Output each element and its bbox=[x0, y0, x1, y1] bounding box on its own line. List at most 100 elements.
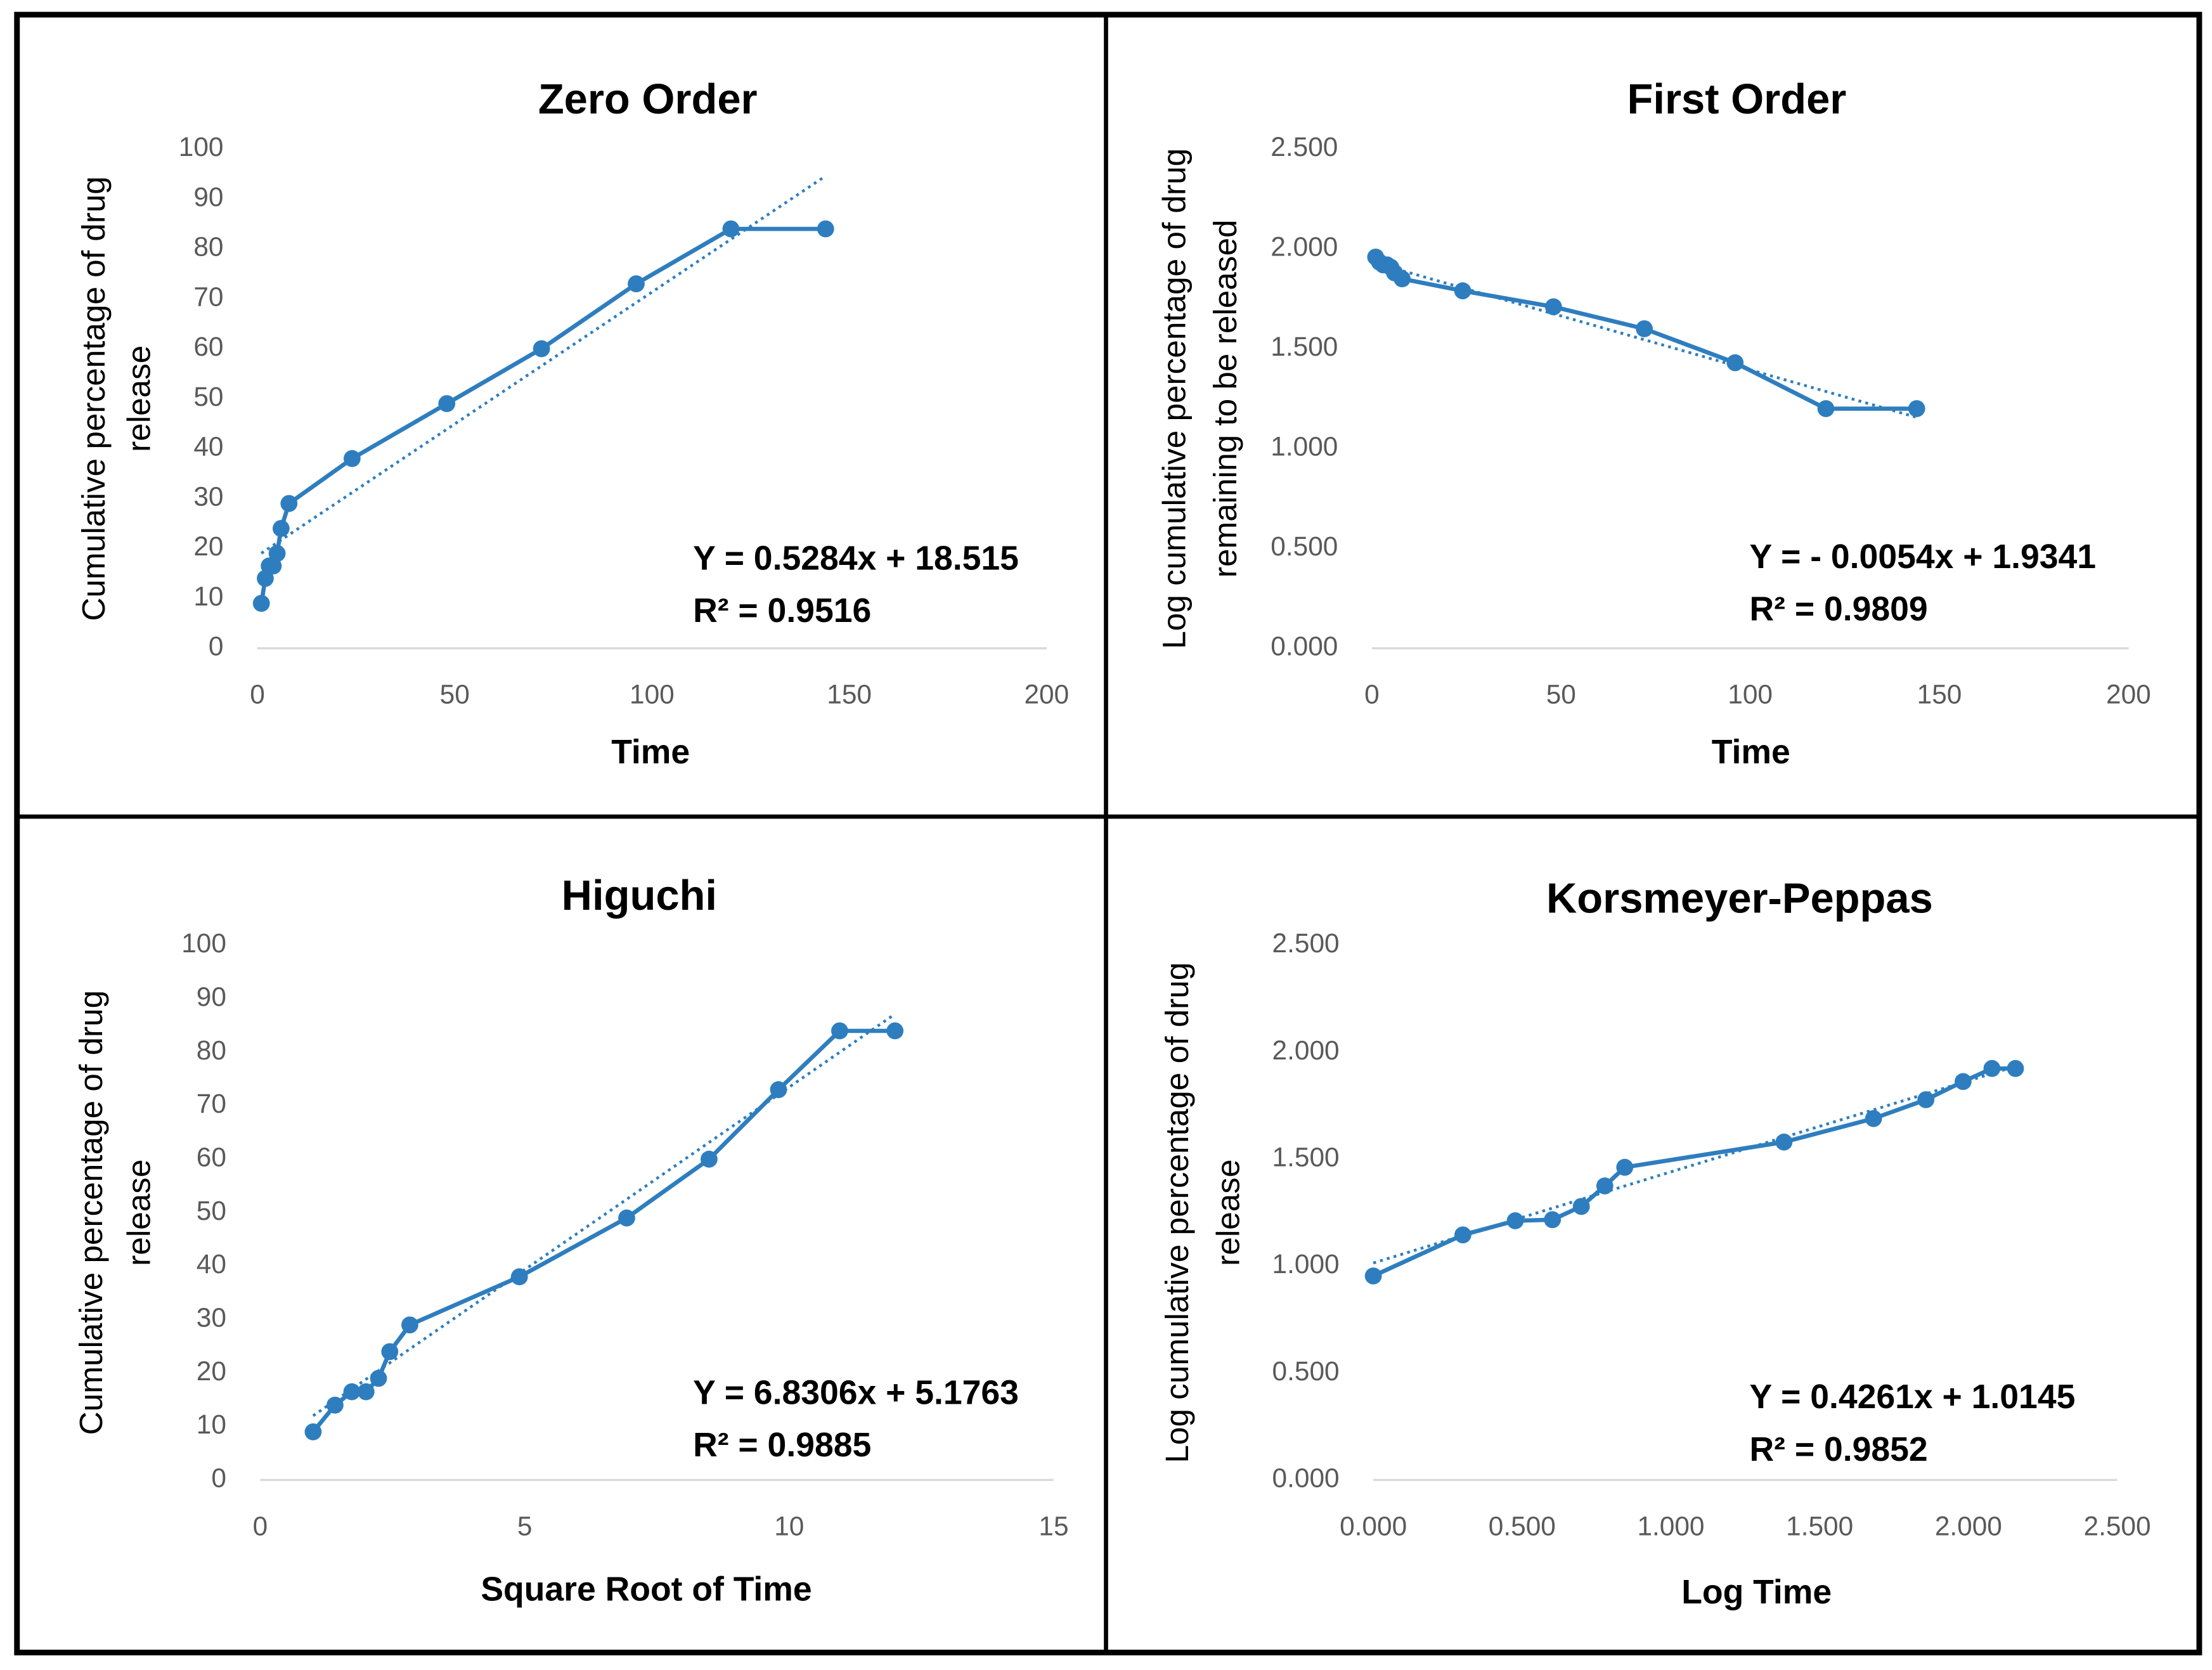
series-line bbox=[311, 1028, 895, 1434]
x-tick-label: 150 bbox=[1917, 680, 1962, 709]
x-axis-label: Square Root of Time bbox=[481, 1571, 812, 1609]
data-point bbox=[343, 1383, 361, 1401]
data-point bbox=[628, 275, 645, 293]
trendline bbox=[260, 174, 827, 555]
x-tick-label: 2.000 bbox=[1935, 1511, 2002, 1541]
data-point bbox=[886, 1022, 904, 1040]
y-tick-label: 1.000 bbox=[1272, 1249, 1340, 1279]
y-tick-label: 20 bbox=[193, 531, 223, 561]
y-tick-label: 50 bbox=[197, 1196, 226, 1226]
x-tick-label: 1.500 bbox=[1786, 1511, 1853, 1541]
data-point bbox=[1616, 1158, 1634, 1176]
y-tick-label: 60 bbox=[197, 1142, 226, 1172]
y-tick-label: 30 bbox=[197, 1302, 226, 1332]
y-tick-label: 0.500 bbox=[1272, 1356, 1340, 1386]
y-axis-label: release bbox=[121, 1160, 157, 1266]
data-point bbox=[1983, 1059, 2001, 1077]
data-point bbox=[1955, 1073, 1972, 1091]
y-tick-label: 40 bbox=[193, 432, 223, 462]
x-tick-label: 200 bbox=[2106, 680, 2151, 709]
data-point bbox=[770, 1081, 787, 1099]
y-tick-label: 50 bbox=[193, 382, 223, 411]
x-tick-label: 0 bbox=[250, 680, 265, 709]
y-axis-label: release bbox=[1210, 1160, 1246, 1266]
data-point bbox=[1394, 270, 1411, 288]
data-point bbox=[1636, 320, 1653, 337]
chart-title: First Order bbox=[1627, 75, 1847, 123]
y-tick-label: 2.000 bbox=[1271, 232, 1338, 262]
y-tick-label: 100 bbox=[181, 928, 226, 958]
data-point bbox=[1865, 1110, 1882, 1127]
x-axis-label: Log Time bbox=[1681, 1574, 1832, 1611]
data-point bbox=[343, 450, 361, 467]
x-axis-label: Time bbox=[611, 734, 690, 771]
y-tick-label: 70 bbox=[193, 282, 223, 311]
y-tick-label: 1.500 bbox=[1272, 1142, 1340, 1172]
x-tick-label: 0.000 bbox=[1340, 1511, 1407, 1541]
data-point bbox=[268, 545, 286, 562]
y-tick-label: 1.500 bbox=[1271, 332, 1338, 361]
x-tick-label: 0 bbox=[253, 1511, 268, 1541]
x-tick-label: 15 bbox=[1038, 1511, 1068, 1541]
data-point bbox=[1544, 298, 1562, 316]
y-axis-label: Log cumulative percentage of drug bbox=[1156, 148, 1193, 649]
y-tick-label: 1.000 bbox=[1271, 432, 1338, 462]
data-point bbox=[1544, 1211, 1562, 1229]
data-point bbox=[1817, 400, 1835, 417]
x-tick-label: 0.500 bbox=[1489, 1511, 1556, 1541]
y-axis-label: Log cumulative percentage of drug bbox=[1159, 962, 1195, 1463]
chart-title: Higuchi bbox=[562, 872, 717, 919]
data-point bbox=[1775, 1133, 1793, 1151]
y-tick-label: 0 bbox=[211, 1463, 226, 1492]
x-axis-label: Time bbox=[1712, 734, 1790, 771]
y-tick-label: 40 bbox=[197, 1249, 226, 1279]
x-tick-label: 1.000 bbox=[1637, 1511, 1704, 1541]
equation: Y = 0.5284x + 18.515 bbox=[693, 540, 1019, 577]
data-point bbox=[272, 520, 290, 537]
x-tick-label: 10 bbox=[774, 1511, 804, 1541]
y-tick-label: 60 bbox=[193, 332, 223, 361]
data-point bbox=[1908, 400, 1925, 417]
x-tick-label: 100 bbox=[1728, 680, 1773, 709]
y-tick-label: 0.500 bbox=[1271, 531, 1338, 561]
data-point bbox=[381, 1343, 399, 1361]
y-tick-label: 2.500 bbox=[1271, 132, 1338, 162]
data-point bbox=[817, 220, 834, 238]
y-tick-label: 80 bbox=[197, 1035, 226, 1065]
y-axis-label: release bbox=[121, 346, 157, 452]
data-point bbox=[1454, 1226, 1471, 1244]
data-point bbox=[701, 1150, 718, 1168]
data-point bbox=[327, 1396, 344, 1414]
data-point bbox=[722, 220, 740, 238]
data-point bbox=[831, 1022, 848, 1040]
equation: R² = 0.9852 bbox=[1750, 1431, 1928, 1468]
y-tick-label: 0.000 bbox=[1272, 1463, 1340, 1492]
data-point bbox=[1726, 354, 1744, 372]
y-tick-label: 90 bbox=[193, 182, 223, 212]
chart-title: Korsmeyer-Peppas bbox=[1546, 875, 1933, 922]
trendline bbox=[312, 1013, 896, 1417]
data-point bbox=[618, 1209, 635, 1227]
data-point bbox=[304, 1423, 322, 1440]
x-tick-label: 50 bbox=[1546, 680, 1576, 709]
y-tick-label: 10 bbox=[193, 581, 223, 611]
equation: Y = - 0.0054x + 1.9341 bbox=[1750, 538, 2097, 576]
data-point bbox=[2007, 1059, 2024, 1077]
x-tick-label: 50 bbox=[440, 680, 470, 709]
y-axis-label: remaining to be released bbox=[1207, 219, 1243, 578]
data-point bbox=[1454, 282, 1471, 300]
x-tick-label: 150 bbox=[827, 680, 872, 709]
data-point bbox=[1917, 1091, 1935, 1108]
data-point bbox=[438, 395, 456, 413]
equation: R² = 0.9809 bbox=[1750, 591, 1928, 628]
equation: Y = 0.4261x + 1.0145 bbox=[1750, 1378, 2076, 1416]
x-tick-label: 100 bbox=[630, 680, 675, 709]
y-tick-label: 2.000 bbox=[1272, 1035, 1340, 1065]
y-tick-label: 10 bbox=[197, 1409, 226, 1439]
y-tick-label: 70 bbox=[197, 1089, 226, 1118]
chart-title: Zero Order bbox=[538, 75, 758, 123]
equation: R² = 0.9516 bbox=[693, 592, 871, 630]
data-point bbox=[1506, 1212, 1524, 1229]
